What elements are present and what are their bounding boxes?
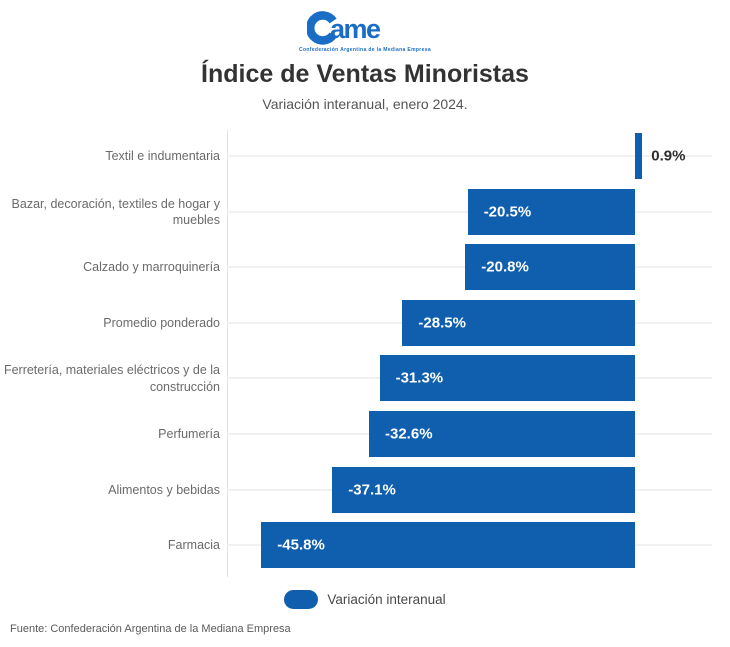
row-gridline xyxy=(227,155,712,157)
came-logo-tagline: Confederación Argentina de la Mediana Em… xyxy=(299,47,431,53)
value-label: -28.5% xyxy=(418,314,466,332)
page-subtitle: Variación interanual, enero 2024. xyxy=(262,96,468,112)
value-label: -45.8% xyxy=(277,536,325,554)
bar xyxy=(402,299,635,346)
value-label: -31.3% xyxy=(395,369,444,387)
category-label: Alimentos y bebidas xyxy=(108,482,220,497)
bar xyxy=(467,188,635,235)
bar xyxy=(261,522,635,569)
value-label: -20.5% xyxy=(483,203,532,221)
came-logo-text: ame xyxy=(330,14,381,44)
category-label: Bazar, decoración, textiles de hogar y m… xyxy=(11,196,220,227)
category-label: Perfumería xyxy=(158,426,220,441)
bar xyxy=(332,466,635,513)
value-label: -37.1% xyxy=(348,481,396,499)
legend-swatch xyxy=(284,590,319,609)
legend: Variación interanual xyxy=(0,590,730,609)
page-title: Índice de Ventas Minoristas xyxy=(201,60,529,88)
came-logo-c-arc xyxy=(307,11,337,45)
x-axis-line xyxy=(227,130,228,577)
value-label: 0.9% xyxy=(651,147,686,165)
bar xyxy=(369,411,635,457)
category-label: Calzado y marroquinería xyxy=(83,260,220,275)
category-label: Farmacia xyxy=(167,538,220,553)
came-logo-mark: ame xyxy=(307,11,383,45)
category-label: Textil e indumentaria xyxy=(105,148,220,163)
value-label: -32.6% xyxy=(385,425,433,443)
bar xyxy=(465,244,635,291)
came-logo: ame Confederación Argentina de la Median… xyxy=(0,10,730,53)
value-label: -20.8% xyxy=(481,258,529,276)
source-note: Fuente: Confederación Argentina de la Me… xyxy=(10,623,291,635)
bar xyxy=(635,133,643,179)
category-label: Ferretería, materiales eléctricos y de l… xyxy=(3,363,220,394)
category-label: Promedio ponderado xyxy=(103,315,220,330)
legend-label: Variación interanual xyxy=(327,592,446,607)
bar xyxy=(379,355,635,402)
